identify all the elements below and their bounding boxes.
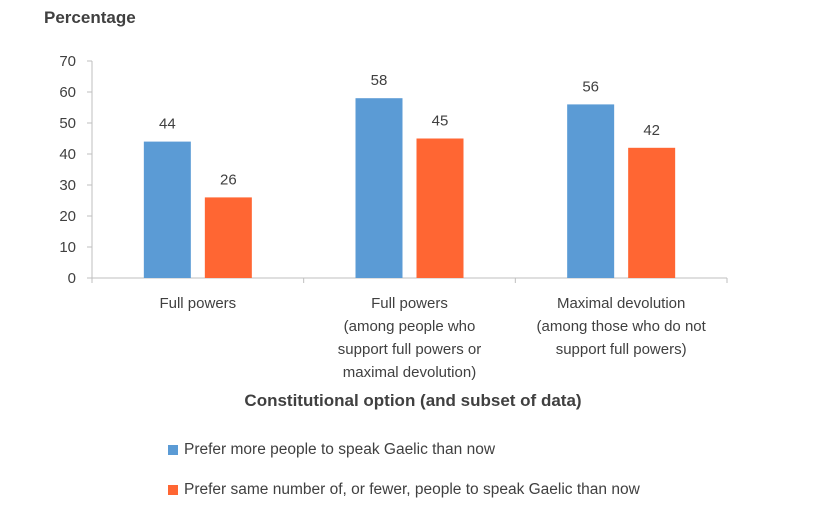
legend: Prefer more people to speak Gaelic than … xyxy=(168,440,640,520)
x-category-label: support full powers or xyxy=(338,341,481,358)
legend-label-series-1: Prefer more people to speak Gaelic than … xyxy=(184,441,496,458)
data-label: 58 xyxy=(371,72,388,89)
bar-1-2 xyxy=(355,98,403,278)
bar-1-3 xyxy=(567,104,615,279)
x-category-label: Full powers xyxy=(159,295,236,312)
legend-item-series-1: Prefer more people to speak Gaelic than … xyxy=(168,440,640,460)
bar-2-3 xyxy=(628,147,676,278)
x-category-label: Full powers xyxy=(371,295,448,312)
x-category-label: maximal devolution) xyxy=(343,364,476,381)
y-tick-label: 40 xyxy=(59,146,76,163)
bar-2-1 xyxy=(204,197,252,278)
y-tick-label: 0 xyxy=(68,270,76,287)
data-label: 42 xyxy=(643,122,660,139)
legend-swatch-series-2 xyxy=(168,485,178,495)
y-tick-label: 50 xyxy=(59,115,76,132)
x-category-label: support full powers) xyxy=(556,341,687,358)
y-tick-label: 70 xyxy=(59,53,76,70)
y-tick-label: 30 xyxy=(59,177,76,194)
data-label: 45 xyxy=(432,113,449,130)
x-axis-title: Constitutional option (and subset of dat… xyxy=(0,391,830,411)
legend-item-series-2: Prefer same number of, or fewer, people … xyxy=(168,480,640,500)
y-tick-label: 10 xyxy=(59,239,76,256)
x-category-label: (among those who do not xyxy=(537,318,707,335)
bar-2-2 xyxy=(416,138,464,278)
y-axis-title: Percentage xyxy=(44,8,136,27)
x-axis-title-text: Constitutional option (and subset of dat… xyxy=(244,391,582,410)
bar-1-1 xyxy=(143,141,191,278)
y-tick-label: 20 xyxy=(59,208,76,225)
x-category-label: (among people who xyxy=(344,318,476,335)
data-label: 26 xyxy=(220,171,237,188)
legend-swatch-series-1 xyxy=(168,445,178,455)
y-tick-label: 60 xyxy=(59,84,76,101)
data-label: 56 xyxy=(582,78,599,95)
legend-label-series-2: Prefer same number of, or fewer, people … xyxy=(184,481,640,498)
data-label: 44 xyxy=(159,116,176,133)
x-category-label: Maximal devolution xyxy=(557,295,685,312)
